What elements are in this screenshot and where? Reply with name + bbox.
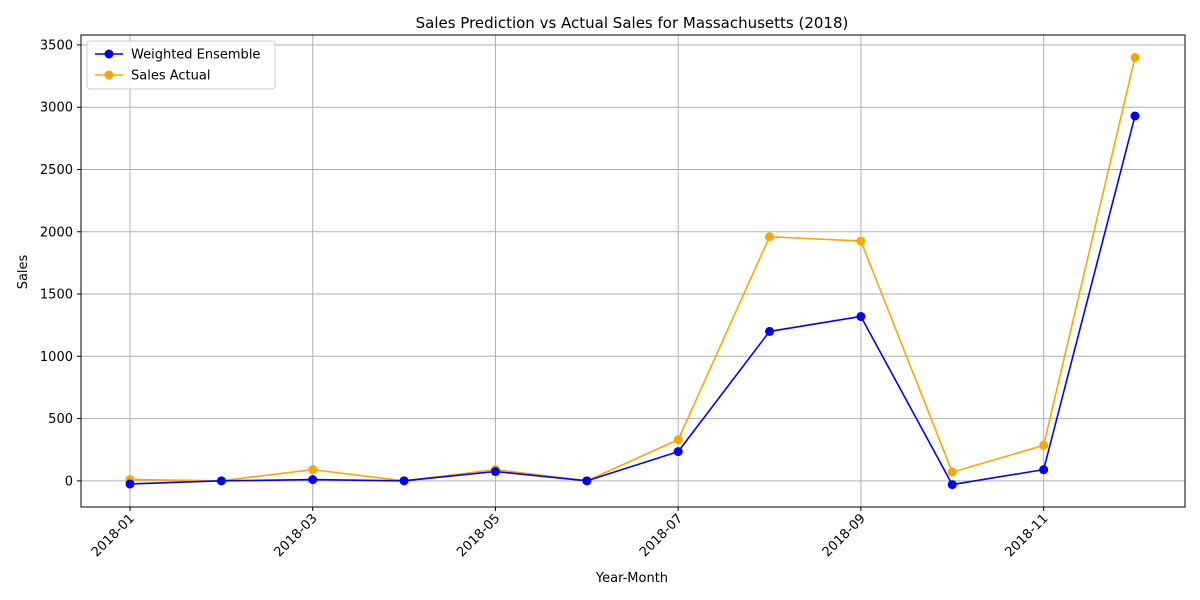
data-point: [1130, 52, 1140, 62]
legend-box: [86, 40, 276, 90]
data-point: [765, 326, 775, 336]
grid: [81, 35, 1185, 507]
legend-label: Weighted Ensemble: [131, 48, 260, 63]
y-tick-label: 1500: [40, 288, 73, 303]
data-point: [856, 311, 866, 321]
data-point: [308, 475, 318, 485]
data-point: [673, 447, 683, 457]
data-point: [399, 476, 409, 486]
series-line: [129, 115, 1136, 486]
legend-marker: [104, 70, 114, 80]
legend-marker: [104, 49, 114, 59]
data-point: [765, 232, 775, 242]
chart-title: Sales Prediction vs Actual Sales for Mas…: [416, 14, 849, 32]
data-point: [1039, 465, 1049, 475]
y-tick-label: 500: [48, 412, 73, 427]
y-tick-label: 3000: [40, 101, 73, 116]
y-tick-label: 2500: [40, 163, 73, 178]
series-weighted-ensemble: [125, 111, 1140, 490]
x-axis-label: Year-Month: [595, 571, 668, 586]
data-point: [582, 476, 592, 486]
data-point: [947, 467, 957, 477]
plot-area-frame: [80, 34, 1186, 508]
y-tick-label: 0: [65, 474, 73, 489]
legend-label: Sales Actual: [131, 69, 210, 84]
data-point: [490, 467, 500, 477]
series-layer: [125, 52, 1140, 490]
y-tick-label: 3500: [40, 38, 73, 53]
data-point: [1039, 440, 1049, 450]
y-tick-label: 2000: [40, 225, 73, 240]
data-point: [125, 479, 135, 489]
series-line: [129, 57, 1136, 482]
data-point: [216, 476, 226, 486]
legend: Weighted Ensemble Sales Actual: [86, 40, 276, 90]
data-point: [947, 480, 957, 490]
data-point: [1130, 111, 1140, 121]
y-tick-label: 1000: [40, 350, 73, 365]
data-point: [856, 236, 866, 246]
y-axis-label: Sales: [16, 254, 31, 289]
data-point: [673, 435, 683, 445]
data-point: [308, 465, 318, 475]
